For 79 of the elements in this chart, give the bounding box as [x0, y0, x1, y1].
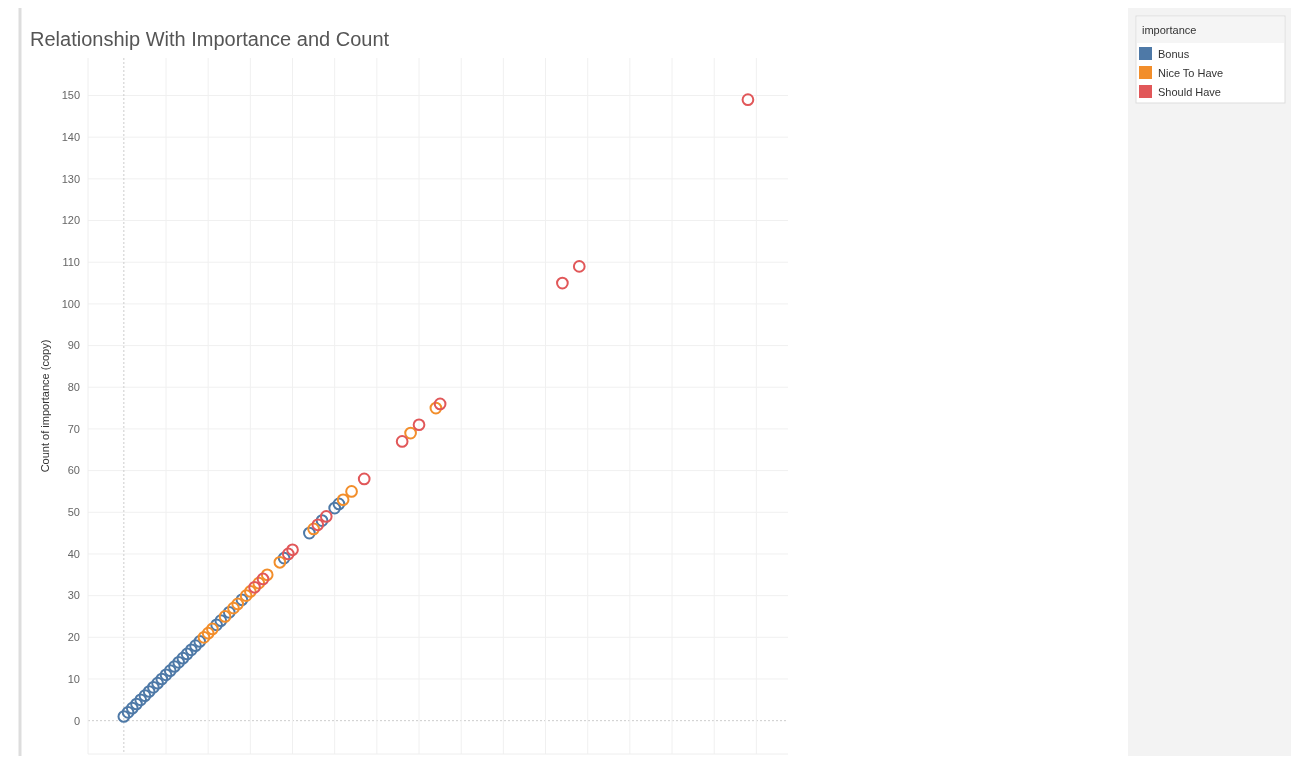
- y-tick-label: 10: [67, 672, 80, 685]
- point: [180, 647, 194, 661]
- y-tick-label: 70: [67, 422, 80, 435]
- point: [147, 680, 160, 694]
- point: [307, 522, 320, 536]
- point: [201, 626, 215, 640]
- chart-title: Relationship With Importance and Count: [30, 28, 390, 50]
- point: [328, 501, 342, 515]
- point: [235, 593, 249, 607]
- point: [117, 710, 131, 723]
- point: [193, 635, 207, 648]
- y-tick-label: 80: [67, 381, 80, 394]
- point: [252, 576, 266, 590]
- y-tick-label: 30: [67, 589, 80, 602]
- y-tick-label: 60: [67, 464, 80, 477]
- point: [231, 597, 245, 611]
- legend-label: Should Have: [1158, 86, 1221, 98]
- y-tick-label: 50: [67, 506, 80, 519]
- y-tick-label: 100: [61, 297, 80, 310]
- point: [556, 276, 569, 290]
- point: [572, 260, 586, 273]
- point: [184, 643, 198, 657]
- point: [142, 685, 156, 698]
- y-axis-title: Count of importance (copy): [39, 339, 51, 473]
- point: [222, 605, 236, 619]
- point: [412, 418, 426, 432]
- y-tick-label: 90: [67, 339, 80, 352]
- point: [433, 397, 447, 411]
- point: [429, 401, 443, 415]
- point: [159, 668, 173, 682]
- point: [189, 639, 202, 652]
- point: [256, 572, 270, 586]
- point: [277, 551, 291, 565]
- y-tick-label: 20: [67, 631, 80, 644]
- point: [168, 660, 181, 673]
- point: [260, 568, 274, 582]
- point: [176, 651, 190, 665]
- point: [125, 701, 139, 715]
- point: [239, 589, 253, 602]
- point: [138, 689, 152, 702]
- y-tick-label: 110: [62, 256, 80, 269]
- point: [227, 601, 240, 615]
- y-tick-label: 120: [61, 214, 80, 227]
- point: [151, 676, 164, 690]
- point: [130, 697, 143, 711]
- point: [345, 485, 358, 498]
- point: [244, 585, 257, 598]
- y-tick-label: 140: [61, 131, 80, 144]
- point: [210, 618, 223, 632]
- point: [273, 555, 287, 569]
- point: [197, 630, 211, 644]
- point: [206, 622, 219, 636]
- point: [336, 493, 350, 507]
- point: [163, 664, 177, 677]
- legend-label: Nice To Have: [1158, 67, 1224, 79]
- point: [218, 610, 232, 623]
- y-tick-label: 40: [67, 547, 80, 560]
- point: [319, 510, 333, 523]
- point: [134, 693, 148, 707]
- point: [315, 514, 329, 527]
- point: [155, 672, 169, 686]
- point: [121, 705, 135, 719]
- legend-label: Bonus: [1158, 48, 1190, 60]
- y-tick-label: 130: [61, 172, 80, 185]
- point: [332, 497, 346, 511]
- point: [286, 543, 299, 557]
- point: [281, 547, 295, 561]
- point: [214, 614, 228, 627]
- point: [311, 518, 325, 532]
- legend-title: importance: [1142, 24, 1197, 36]
- point: [741, 93, 755, 107]
- point: [303, 526, 316, 540]
- point: [172, 655, 186, 669]
- y-tick-label: 0: [73, 714, 80, 727]
- point: [404, 426, 417, 440]
- point: [395, 435, 409, 448]
- point: [248, 580, 261, 594]
- y-tick-label: 150: [61, 89, 80, 102]
- point: [357, 472, 371, 486]
